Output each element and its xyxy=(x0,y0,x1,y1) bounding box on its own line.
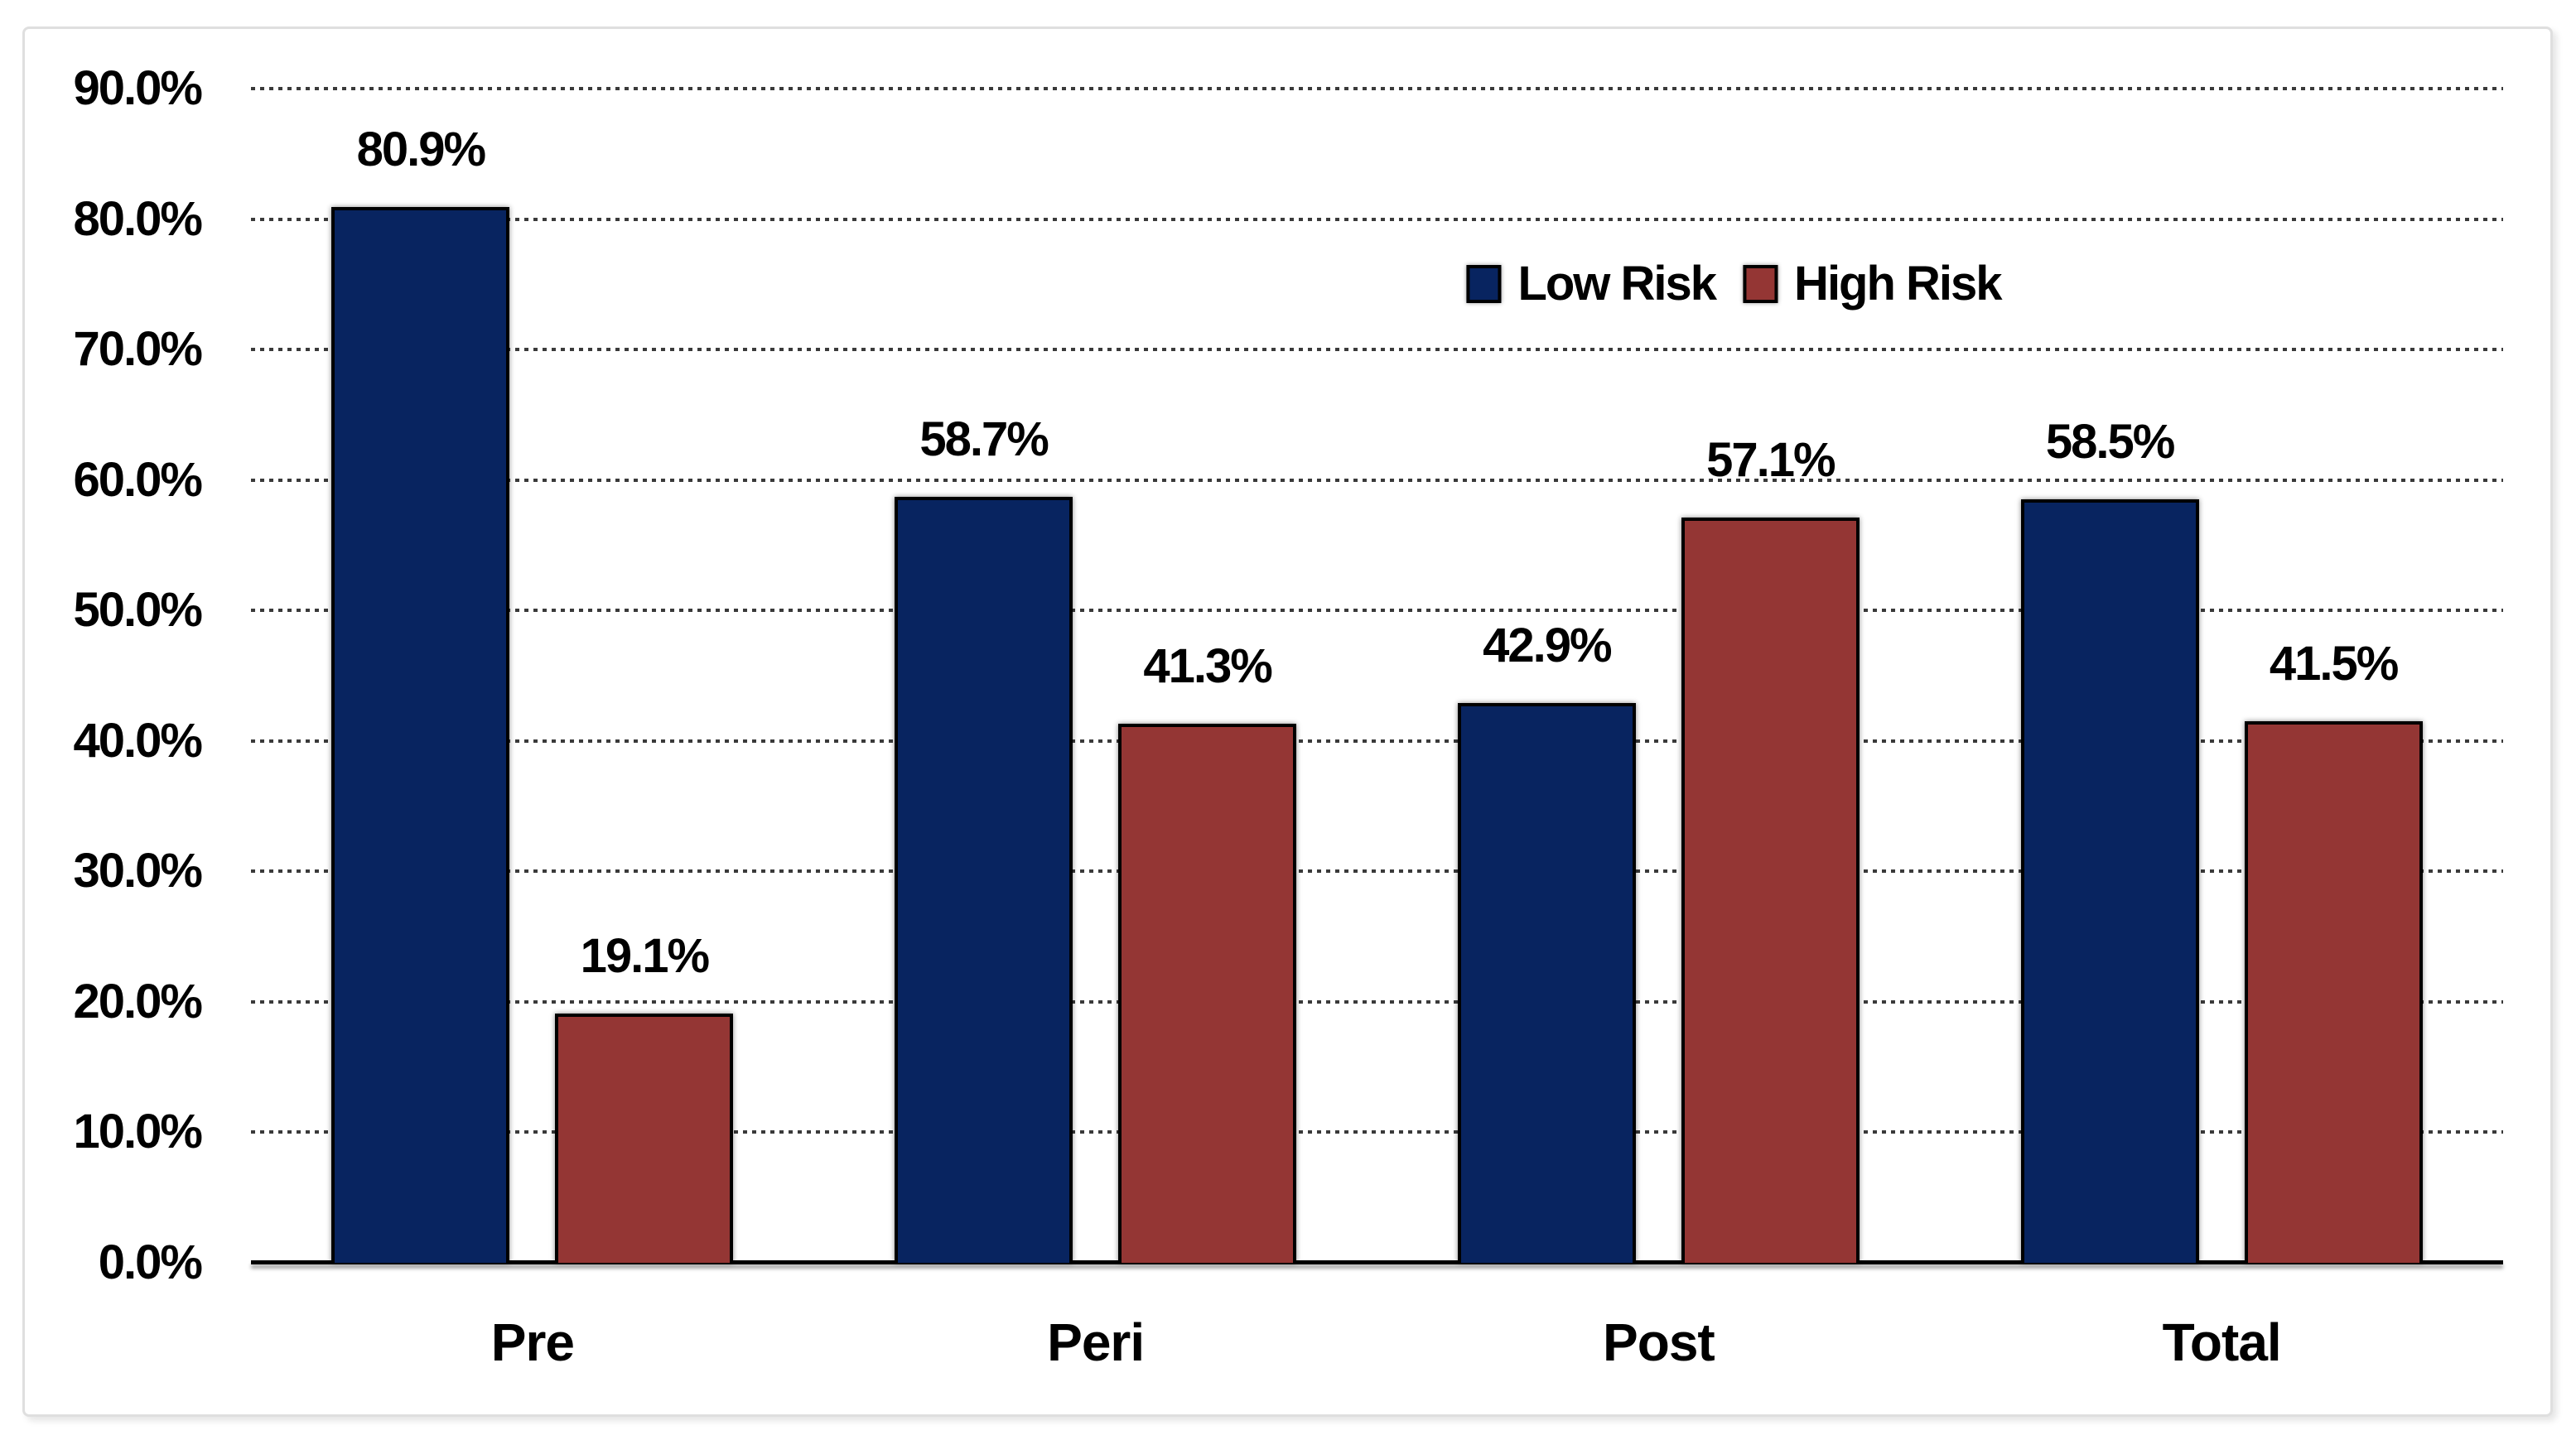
legend-item-high-risk: High Risk xyxy=(1743,257,2003,311)
gridline-40 xyxy=(251,739,2503,743)
bar-value-label-high-risk-peri: 41.3% xyxy=(1143,639,1272,694)
y-axis-tick-label: 0.0% xyxy=(98,1235,203,1289)
gridline-90 xyxy=(251,87,2503,90)
chart-frame: 80.9% 19.1% 58.7% 41.3% 42.9% 57.1% 58.5% 41.5%… xyxy=(22,26,2553,1417)
gridline-10 xyxy=(251,1130,2503,1134)
bar-value-label-high-risk-total: 41.5% xyxy=(2269,637,2399,691)
bar-value-label-low-risk-total: 58.5% xyxy=(2045,415,2175,470)
y-axis-tick-label: 50.0% xyxy=(73,583,203,638)
bar-high-risk-post xyxy=(1681,518,1860,1263)
gridline-80 xyxy=(251,217,2503,221)
bar-low-risk-peri xyxy=(895,497,1073,1263)
legend-item-low-risk: Low Risk xyxy=(1466,257,1717,311)
x-axis-category-label-total: Total xyxy=(2162,1312,2282,1372)
y-axis-tick-label: 10.0% xyxy=(73,1105,203,1159)
gridline-20 xyxy=(251,999,2503,1004)
bar-high-risk-total xyxy=(2244,721,2423,1263)
x-axis-category-label-peri: Peri xyxy=(1047,1312,1145,1372)
bar-value-label-high-risk-post: 57.1% xyxy=(1706,433,1836,488)
x-axis-category-label-pre: Pre xyxy=(490,1312,575,1372)
gridline-60 xyxy=(251,478,2503,482)
y-axis-tick-label: 30.0% xyxy=(73,844,203,898)
gridline-50 xyxy=(251,609,2503,613)
bar-value-label-low-risk-peri: 58.7% xyxy=(919,412,1049,467)
plot-area: 80.9% 19.1% 58.7% 41.3% 42.9% 57.1% 58.5% 41.5% xyxy=(251,87,2503,1264)
x-axis-category-label-post: Post xyxy=(1603,1312,1715,1372)
bar-high-risk-peri xyxy=(1118,724,1297,1263)
y-axis-tick-label: 80.0% xyxy=(73,191,203,246)
legend: Low Risk High Risk xyxy=(1466,257,2003,311)
y-axis-tick-label: 70.0% xyxy=(73,322,203,377)
bar-low-risk-pre xyxy=(331,207,510,1263)
gridline-30 xyxy=(251,869,2503,874)
bar-low-risk-total xyxy=(2020,499,2199,1263)
bar-high-risk-pre xyxy=(555,1014,734,1263)
bar-low-risk-post xyxy=(1457,703,1636,1263)
y-axis-tick-label: 20.0% xyxy=(73,974,203,1028)
legend-label-high-risk: High Risk xyxy=(1794,257,2002,311)
legend-label-low-risk: Low Risk xyxy=(1517,257,1717,311)
bar-value-label-low-risk-post: 42.9% xyxy=(1483,619,1612,673)
x-axis-line xyxy=(251,1260,2503,1264)
y-axis-tick-label: 60.0% xyxy=(73,452,203,507)
bar-value-label-low-risk-pre: 80.9% xyxy=(356,123,486,177)
gridline-70 xyxy=(251,348,2503,352)
legend-swatch-low-risk xyxy=(1466,265,1502,303)
bar-value-label-high-risk-pre: 19.1% xyxy=(580,929,710,984)
legend-swatch-high-risk xyxy=(1743,265,1778,303)
y-axis-tick-label: 90.0% xyxy=(73,61,203,115)
y-axis-tick-label: 40.0% xyxy=(73,713,203,768)
